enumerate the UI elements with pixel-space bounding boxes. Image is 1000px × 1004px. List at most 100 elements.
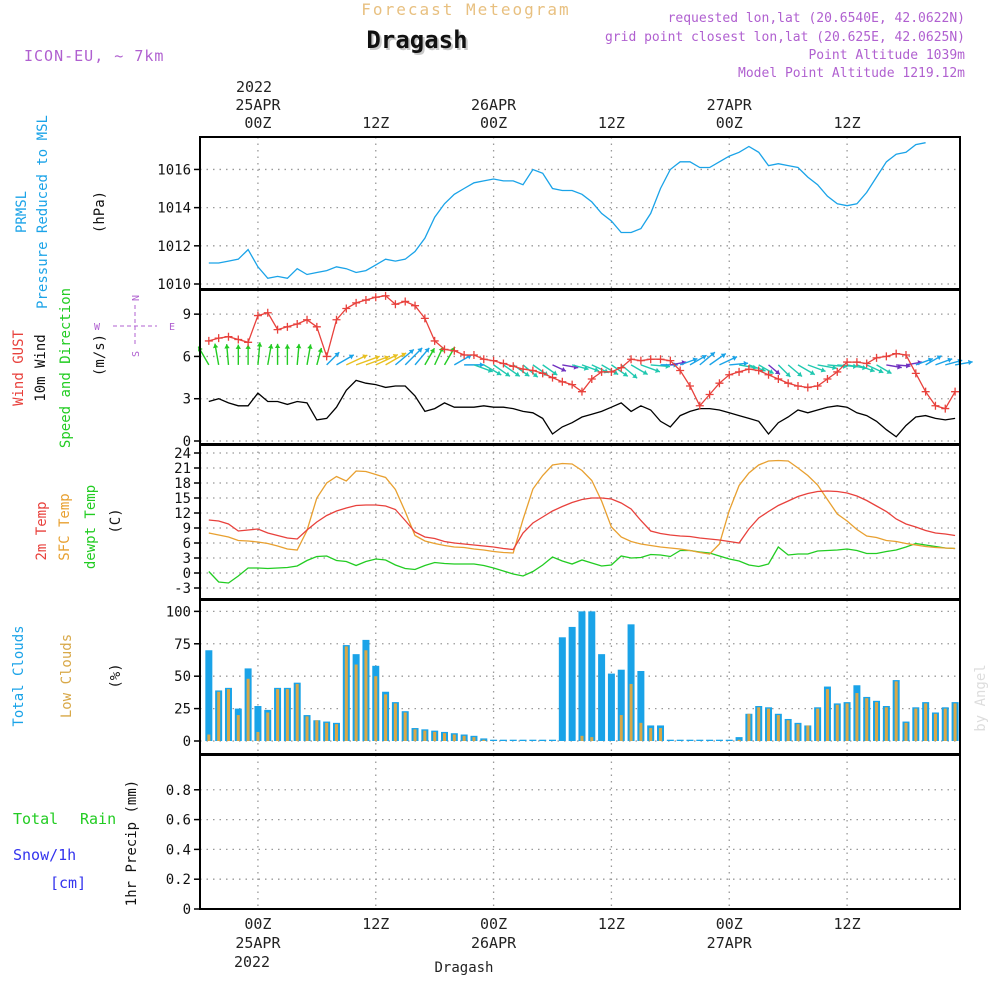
wind-direction-arrow xyxy=(284,344,291,365)
top-hour-label: 12Z xyxy=(362,114,389,132)
wind-gust-marker xyxy=(411,301,420,310)
total-cloud-bar xyxy=(499,739,507,741)
top-hour-label: 00Z xyxy=(244,114,271,132)
y-tick-label: 21 xyxy=(174,461,191,477)
wind-direction-arrow xyxy=(394,348,415,366)
low-cloud-bar xyxy=(894,681,898,741)
prmsl-line xyxy=(208,142,926,280)
wind-arrow-head xyxy=(424,347,430,353)
wind-arrow-head xyxy=(307,344,313,350)
precip-label-rain: Rain xyxy=(80,810,116,828)
low-cloud-bar xyxy=(776,715,780,741)
wind-direction-arrow xyxy=(256,342,263,365)
wind-compass: W E N S xyxy=(94,295,175,357)
low-cloud-bar xyxy=(953,703,957,741)
temp-label-2m: 2m Temp xyxy=(34,501,50,560)
wind-arrow-head xyxy=(479,362,485,368)
wind-arrow-head xyxy=(947,357,953,363)
wind-gust-marker xyxy=(725,370,734,379)
low-cloud-bar xyxy=(796,724,800,741)
wind-arrow-head xyxy=(820,367,826,373)
wind-gust-marker xyxy=(666,356,675,365)
wind-arrow-head xyxy=(401,352,407,358)
wind-arrow-head xyxy=(317,347,323,353)
wind-gust-marker xyxy=(754,366,763,375)
total-cloud-bar xyxy=(549,739,557,741)
y-tick-label: 6 xyxy=(183,536,191,552)
wind-arrow-head xyxy=(968,359,973,366)
wind-direction-arrow xyxy=(915,357,934,366)
wind-direction-arrow xyxy=(581,364,600,373)
wind-direction-arrow xyxy=(866,364,884,374)
wind-gust-marker xyxy=(646,355,655,364)
y-tick-label: 9 xyxy=(183,307,191,323)
low-cloud-bar xyxy=(236,715,240,741)
low-cloud-bar xyxy=(767,708,771,741)
total-cloud-bar xyxy=(715,739,723,741)
wind-direction-arrow xyxy=(306,344,313,366)
wind-arrow-head xyxy=(709,352,715,357)
wind-gust-marker xyxy=(204,336,213,345)
wind-gust-marker xyxy=(833,367,842,376)
grid-layer xyxy=(200,137,960,910)
wind-gust-marker xyxy=(607,367,616,376)
wind-direction-arrow xyxy=(954,359,973,366)
wind-label-gust: Wind GUST xyxy=(11,330,27,406)
low-cloud-bar xyxy=(226,689,230,741)
wind-gust-marker xyxy=(843,358,852,367)
top-date-label: 25APR xyxy=(235,96,281,114)
y-tick-label: 9 xyxy=(183,521,191,537)
temp-label-unit: (C) xyxy=(108,508,124,533)
wind-arrow-head xyxy=(832,364,837,371)
wind-gust-marker xyxy=(617,363,626,372)
low-cloud-bar xyxy=(884,707,888,741)
wind-gust-marker xyxy=(499,359,508,368)
wind-gust-marker xyxy=(244,338,253,347)
wind-label-speed-dir: Speed and Direction xyxy=(58,288,74,448)
wind-gust-marker xyxy=(695,401,704,410)
wind-gust-marker xyxy=(931,401,940,410)
wind-arrow-head xyxy=(583,365,589,371)
y-tick-label: 1012 xyxy=(157,239,191,255)
wind-arrow-head xyxy=(374,355,380,361)
wind-direction-arrow xyxy=(611,364,629,377)
low-cloud-bar xyxy=(462,735,466,741)
wind-direction-arrow xyxy=(336,354,355,366)
watermark: by Angel xyxy=(973,664,989,731)
low-cloud-bar xyxy=(825,689,829,741)
wind-gust-marker xyxy=(489,356,498,365)
wind-direction-arrow xyxy=(365,355,390,366)
wind-gust-marker xyxy=(627,355,636,364)
wind-arrow-head xyxy=(384,355,390,361)
model-point-altitude: Model Point Altitude 1219.12m xyxy=(738,66,965,81)
wind-gust-marker xyxy=(685,382,694,391)
y-tick-label: 24 xyxy=(174,446,191,462)
wind-arrow-head xyxy=(348,354,354,360)
wind-arrow-head xyxy=(392,353,398,359)
wind-gust-marker xyxy=(852,358,861,367)
wind-gust-marker xyxy=(293,320,302,329)
low-cloud-bar xyxy=(452,734,456,741)
low-cloud-bar xyxy=(816,708,820,741)
wind-direction-arrow xyxy=(267,344,274,366)
wind-direction-arrow xyxy=(473,364,493,373)
low-cloud-bar xyxy=(482,739,486,741)
y-tick-label: 3 xyxy=(183,551,191,567)
wind-gust-marker xyxy=(519,365,528,374)
wind-arrow-head xyxy=(235,344,241,349)
wind-gust-marker xyxy=(921,387,930,396)
requested-coords: requested lon,lat (20.6540E, 42.0622N) xyxy=(668,11,965,26)
total-cloud-bar xyxy=(519,739,527,741)
wind-arrow-head xyxy=(774,369,780,375)
wind-gust-marker xyxy=(361,296,370,305)
wind-arrow-head xyxy=(504,371,510,377)
wind-gust-marker xyxy=(793,382,802,391)
wind-direction-arrow xyxy=(876,364,892,375)
wind-direction-arrow xyxy=(699,351,716,366)
low-cloud-bar xyxy=(403,712,407,741)
wind-direction-arrow xyxy=(375,353,399,366)
wind-arrow-head xyxy=(417,347,423,353)
wind-arrow-head xyxy=(245,344,251,349)
low-cloud-bar xyxy=(295,683,299,741)
cloud-label-total: Total Clouds xyxy=(11,625,27,726)
